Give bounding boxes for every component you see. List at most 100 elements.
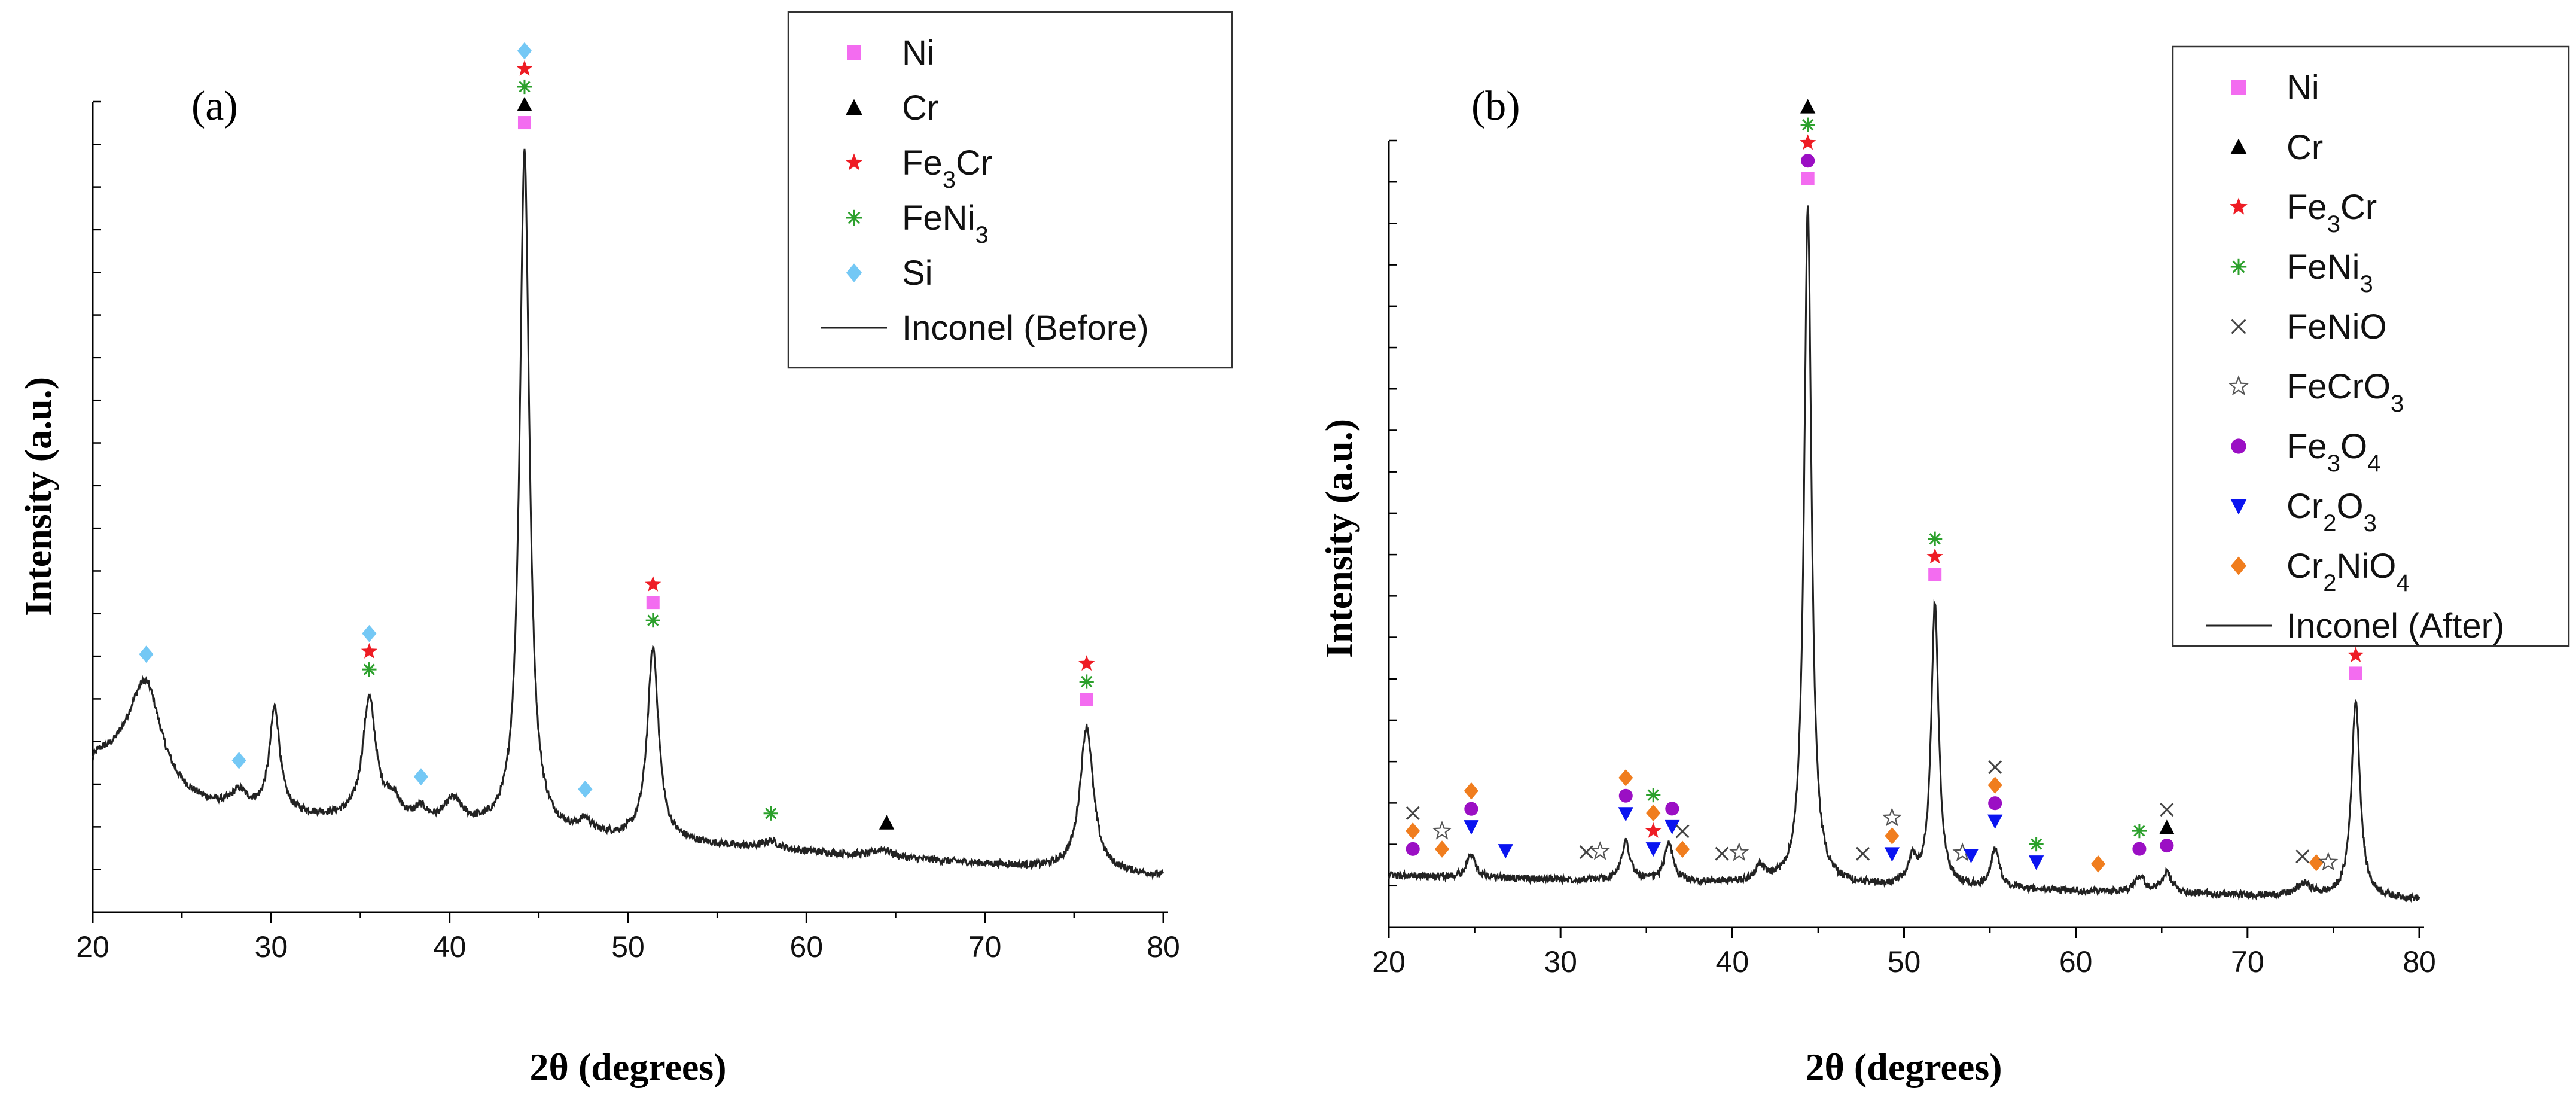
marker-si [362, 624, 377, 642]
marker-ni [646, 596, 660, 610]
x-tick-label: 30 [1544, 945, 1577, 979]
marker-cr2nio4 [1618, 769, 1633, 787]
marker-cr2o3 [1464, 820, 1479, 835]
marker-fe3o4 [1406, 842, 1420, 856]
panel-b-label: (b) [1471, 83, 1520, 129]
marker-fe3cr [1078, 655, 1095, 671]
x-tick-label: 70 [2231, 945, 2264, 979]
marker-fenio [1715, 846, 1729, 861]
marker-cr2o3 [1963, 848, 1979, 864]
panel-a-markers [139, 42, 1095, 830]
panel-b-ylabel: Intensity (a.u.) [1318, 419, 1360, 658]
marker-fecro3 [1590, 841, 1610, 860]
marker-cr [879, 815, 895, 830]
marker-si [231, 752, 246, 769]
marker-fecro3 [1432, 821, 1452, 840]
legend-swatch-fe3cr [845, 153, 863, 170]
marker-cr2nio4 [1464, 782, 1478, 800]
panel-b: (b) 2θ (degrees) Intensity (a.u.) 20 30 40… [1318, 45, 2570, 1088]
marker-fenio [2160, 803, 2174, 817]
legend-swatch-fe3cr [2230, 197, 2248, 215]
marker-fecro3 [1882, 808, 1902, 827]
marker-fenio [1675, 824, 1690, 839]
marker-fe3o4 [1464, 802, 1478, 816]
legend-swatch-si [846, 263, 862, 282]
marker-cr2o3 [1665, 819, 1680, 835]
legend-label-ni: Ni [902, 33, 935, 72]
marker-feni3 [2132, 824, 2147, 839]
marker-cr2nio4 [1675, 840, 1690, 858]
legend-swatch-feni3 [846, 209, 862, 226]
marker-feni3 [1928, 531, 1943, 546]
marker-cr2nio4 [1885, 827, 1900, 845]
marker-fe3cr [645, 575, 661, 592]
panel-a-ticks: 20 30 40 50 60 70 80 [76, 100, 1180, 964]
marker-fenio [1856, 846, 1870, 861]
marker-fe3o4 [2132, 842, 2147, 856]
x-tick-label: 70 [968, 930, 1002, 964]
marker-fenio [1406, 806, 1420, 820]
panel-a-label: (a) [191, 83, 238, 129]
x-tick-label: 20 [1372, 945, 1406, 979]
marker-feni3 [645, 613, 660, 628]
x-tick-label: 60 [790, 930, 824, 964]
marker-fe3cr [1926, 548, 1943, 564]
legend-swatch-cr2nio4 [2230, 556, 2247, 575]
legend-swatch-cr [2230, 138, 2247, 154]
legend-box [787, 11, 1233, 369]
marker-cr2nio4 [2090, 855, 2106, 873]
marker-cr2o3 [1987, 814, 2003, 829]
panel-b-ticks: 20 30 40 50 60 70 80 [1372, 139, 2436, 979]
marker-feni3 [763, 806, 778, 821]
marker-cr [2159, 819, 2175, 834]
x-tick-label: 30 [255, 930, 288, 964]
marker-cr2o3 [1618, 807, 1633, 822]
marker-feni3 [362, 662, 377, 677]
marker-si [413, 768, 429, 785]
marker-fe3cr [516, 60, 533, 76]
marker-fe3o4 [2160, 839, 2174, 853]
x-tick-label: 40 [1716, 945, 1749, 979]
legend-swatch-fenio [2231, 319, 2246, 334]
marker-cr2nio4 [1434, 840, 1450, 858]
panel-b-markers [1406, 99, 2364, 873]
panel-a-xlabel: 2θ (degrees) [530, 1046, 727, 1088]
marker-si [517, 42, 532, 60]
marker-fe3o4 [1801, 154, 1815, 168]
legend-label-ni: Ni [2287, 68, 2319, 107]
marker-fenio [2295, 849, 2310, 864]
legend-label-cr: Cr [2287, 128, 2323, 167]
marker-cr2nio4 [1406, 822, 1420, 840]
marker-si [139, 645, 154, 663]
marker-ni [1801, 172, 1815, 185]
x-tick-label: 20 [76, 930, 109, 964]
marker-ni [1928, 568, 1942, 581]
legend-label-fenio: FeNiO [2287, 307, 2387, 346]
legend-swatch-cr2o3 [2230, 499, 2247, 515]
x-tick-label: 60 [2059, 945, 2093, 979]
marker-ni [2349, 666, 2362, 680]
legend-label-line: Inconel (Before) [902, 309, 1149, 348]
panel-b-pattern-line [1388, 205, 2420, 903]
marker-fenio [1988, 760, 2002, 775]
marker-cr2o3 [2028, 855, 2044, 870]
marker-fe3o4 [1618, 788, 1633, 803]
marker-fe3cr [361, 642, 377, 659]
panel-a: (a) 2θ (degrees) Intensity (a.u.) 20 30 40… [17, 11, 1233, 1088]
panel-b-legend: NiCrFe3CrFeNi3FeNiOFeCrO3Fe3O4Cr2O3Cr2Ni… [2172, 45, 2570, 647]
marker-feni3 [517, 79, 532, 95]
marker-feni3 [1079, 674, 1094, 689]
marker-cr2o3 [1645, 842, 1661, 857]
marker-ni [517, 116, 531, 130]
panel-a-pattern-line [92, 148, 1164, 881]
legend-swatch-fecro3 [2228, 375, 2249, 396]
marker-cr2o3 [1498, 844, 1513, 859]
x-tick-label: 40 [433, 930, 467, 964]
panel-a-ylabel: Intensity (a.u.) [17, 377, 59, 616]
x-tick-label: 50 [611, 930, 645, 964]
legend-label-line: Inconel (After) [2287, 607, 2504, 645]
marker-fe3o4 [1665, 802, 1679, 816]
marker-cr [1800, 99, 1816, 114]
marker-ni [1080, 693, 1093, 706]
